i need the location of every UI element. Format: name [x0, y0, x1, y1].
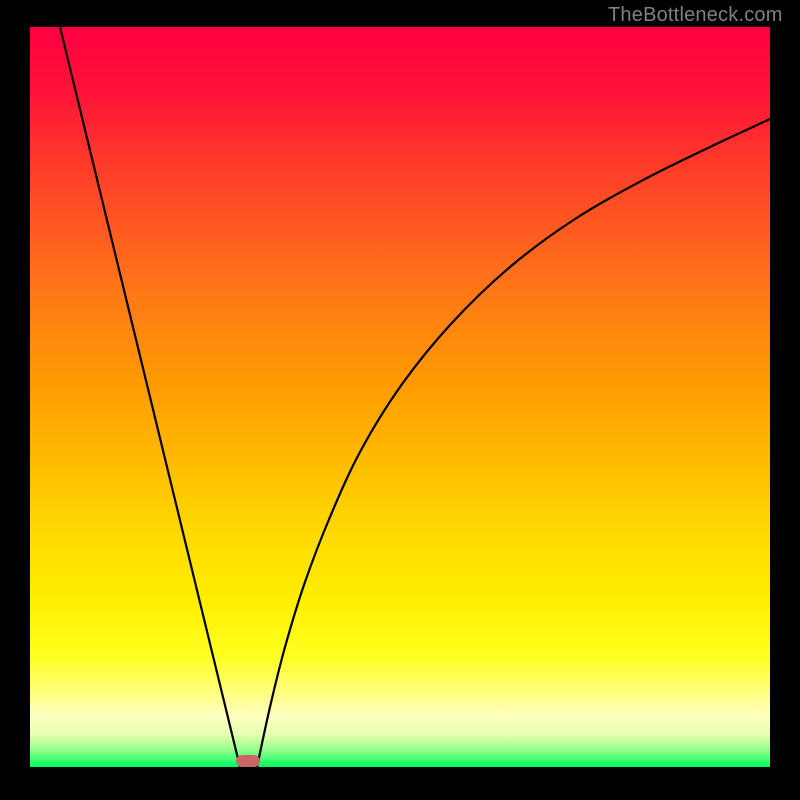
plot-area — [30, 27, 770, 767]
optimum-marker — [236, 755, 260, 767]
watermark-text: TheBottleneck.com — [608, 4, 783, 27]
bottleneck-chart — [0, 0, 800, 800]
